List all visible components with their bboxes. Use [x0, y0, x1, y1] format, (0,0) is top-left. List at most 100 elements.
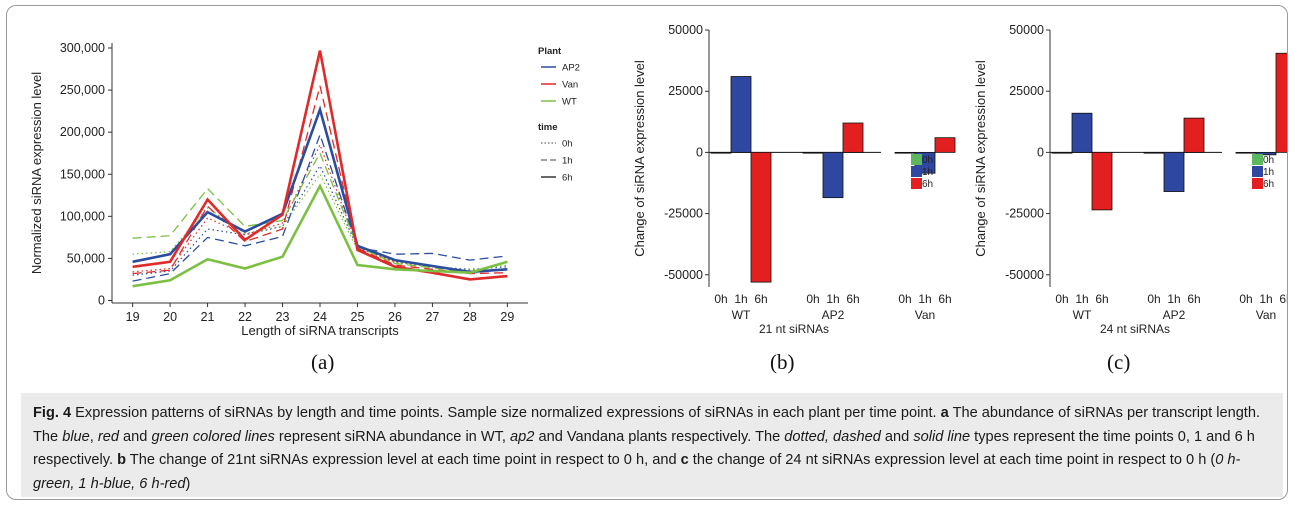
- bar-chart-c-legend-swatch-0h: [1252, 154, 1263, 165]
- bar-chart-b-bar-tick-label: 6h: [754, 292, 767, 306]
- bar-chart-b-bar-tick-label: 1h: [734, 292, 747, 306]
- line-chart-x-axis-label: Length of siRNA transcripts: [241, 323, 399, 338]
- bar-chart-c-group-label: WT: [1073, 308, 1092, 322]
- bar-chart-c-bar-ap2-6h: [1183, 117, 1205, 153]
- bar-chart-b-bar-tick-label: 1h: [826, 292, 839, 306]
- line-chart-x-tick-label: 22: [238, 310, 252, 324]
- bar-chart-b-legend-swatch-1h: [911, 166, 922, 177]
- bar-chart-b-bar-wt-6h: [750, 151, 772, 283]
- caption-text: types represent the time points 0, 1 and…: [33, 428, 1255, 469]
- series-line-ap2-1h: [132, 132, 508, 282]
- line-chart-x-tick-label: 25: [351, 310, 365, 324]
- bar-chart-c-bar-tick-label: 6h: [1187, 292, 1200, 306]
- bar-chart-b-legend-label: 0h: [922, 155, 933, 166]
- caption-text: ,: [89, 428, 98, 445]
- bar-chart-c-group-label: Van: [1256, 308, 1276, 322]
- bar-chart-b-bar-tick-label: 0h: [898, 292, 911, 306]
- bar-chart-c-bar-wt-0h: [1051, 151, 1073, 154]
- series-line-ap2-0h: [132, 164, 508, 276]
- bar-chart-c-bar-van-1h: [1255, 151, 1277, 156]
- legend-plant-title: Plant: [538, 46, 562, 57]
- bar-chart-c-legend-label: 6h: [1263, 179, 1274, 190]
- figure-caption: Fig. 4 Expression patterns of siRNAs by …: [21, 393, 1283, 497]
- caption-text: a: [940, 405, 949, 421]
- line-chart-y-tick-label: 250,000: [60, 83, 105, 97]
- bar-chart-b-bar-wt-0h: [710, 151, 732, 154]
- caption-text: ): [185, 475, 191, 492]
- bar-chart-b-bar-ap2-6h: [842, 122, 864, 153]
- bar-chart-b-y-tick-label: 0: [696, 145, 703, 159]
- caption-text: The abundance of siRNAs per transcript l…: [33, 405, 1261, 445]
- bar-chart-b-bar-ap2-0h: [802, 151, 824, 154]
- panel-label-a: (a): [311, 350, 335, 374]
- caption-text: green colored lines: [151, 428, 275, 445]
- bar-chart-b-group-label: AP2: [822, 308, 845, 322]
- bar-chart-b-legend-swatch-6h: [911, 178, 922, 189]
- bar-chart-c-y-tick-label: 0: [1037, 145, 1044, 159]
- line-chart-y-tick-label: 200,000: [60, 125, 105, 139]
- bar-chart-b-legend-swatch-0h: [911, 154, 922, 165]
- bar-chart-c-bar-tick-label: 1h: [1167, 292, 1180, 306]
- caption-text: Expression patterns of siRNAs by length …: [71, 405, 941, 421]
- caption-text: and: [880, 428, 914, 445]
- caption-text: and: [119, 428, 152, 445]
- bar-chart-b-bar-tick-label: 0h: [714, 292, 727, 306]
- bar-chart-b-bar-tick-label: 6h: [846, 292, 859, 306]
- panel-label-c: (c): [1107, 350, 1131, 374]
- line-chart-x-tick-label: 28: [463, 310, 477, 324]
- caption-text: The change of 21nt siRNAs expression lev…: [126, 452, 681, 469]
- bar-chart-c-legend-swatch-6h: [1252, 178, 1263, 189]
- line-chart-y-tick-label: 0: [98, 293, 105, 307]
- bar-chart-c-y-tick-label: -50000: [1005, 268, 1044, 282]
- bar-chart-c-y-axis-label: Change of siRNA expression level: [973, 60, 988, 257]
- line-chart-y-tick-label: 100,000: [60, 209, 105, 223]
- bar-chart-c-bar-van-0h: [1235, 151, 1257, 154]
- bar-chart-b-bar-wt-1h: [730, 76, 752, 153]
- bar-chart-c-x-axis-label: 24 nt siRNAs: [1100, 322, 1170, 336]
- line-chart-x-tick-label: 23: [276, 310, 290, 324]
- series-line-van-6h: [132, 50, 508, 281]
- legend-plant-label: WT: [562, 97, 577, 108]
- line-chart-x-tick-label: 26: [388, 310, 402, 324]
- bar-chart-c-bar-tick-label: 0h: [1055, 292, 1068, 306]
- bar-chart-c-bar-tick-label: 1h: [1259, 292, 1272, 306]
- bar-chart-b-y-tick-label: 25000: [668, 84, 703, 98]
- legend-time-title: time: [538, 122, 558, 133]
- caption-text: and Vandana plants respectively. The: [534, 428, 785, 445]
- bar-chart-c-legend-label: 0h: [1263, 155, 1274, 166]
- bar-chart-c-y-tick-label: -25000: [1005, 207, 1044, 221]
- bar-chart-c-bar-tick-label: 1h: [1075, 292, 1088, 306]
- legend-time-label: 1h: [562, 156, 573, 167]
- figure-charts: 0 50,000 100,000 150,000 200,000 250,000 300,0…: [29, 23, 1287, 338]
- line-chart-x-tick-label: 24: [313, 310, 327, 324]
- line-chart-y-tick-label: 150,000: [60, 167, 105, 181]
- bar-chart-c-bar-tick-label: 0h: [1239, 292, 1252, 306]
- series-line-wt-1h: [132, 151, 508, 274]
- bar-chart-c-bar-wt-1h: [1071, 112, 1093, 153]
- series-line-van-0h: [132, 143, 508, 273]
- bar-chart-b-legend-label: 1h: [922, 167, 933, 178]
- caption-text: ap2: [510, 428, 535, 445]
- bar-chart-c-group-label: AP2: [1163, 308, 1186, 322]
- bar-chart-b-y-tick-label: 50000: [668, 23, 703, 37]
- panel-label-b: (b): [770, 350, 795, 374]
- bar-chart-b-bar-ap2-1h: [822, 151, 844, 199]
- line-chart-y-tick-label: 50,000: [67, 251, 105, 265]
- bar-chart-b-x-axis-label: 21 nt siRNAs: [759, 322, 829, 336]
- bar-chart-b-bar-van-6h: [934, 137, 956, 153]
- bar-chart-c-legend-swatch-1h: [1252, 166, 1263, 177]
- legend-plant-label: Van: [562, 80, 578, 91]
- bar-chart-b-y-axis-label: Change of siRNA expression level: [632, 60, 647, 257]
- bar-chart-c-bar-van-6h: [1275, 52, 1287, 153]
- bar-chart-b-legend-label: 6h: [922, 179, 933, 190]
- legend-time-label: 0h: [562, 139, 573, 150]
- figure-frame: 0 50,000 100,000 150,000 200,000 250,000 300,0…: [6, 5, 1288, 500]
- bar-chart-b-bar-tick-label: 1h: [918, 292, 931, 306]
- caption-text: the change of 24 nt siRNAs expression le…: [688, 452, 1216, 469]
- line-chart-x-tick-label: 19: [126, 310, 140, 324]
- caption-text: represent siRNA abundance in WT,: [274, 428, 511, 445]
- line-chart-y-axis-label: Normalized siRNA expression level: [29, 72, 44, 274]
- legend-plant-label: AP2: [562, 63, 580, 74]
- bar-chart-c-bar-ap2-0h: [1143, 151, 1165, 154]
- caption-text: 0 h-green, 1 h-blue, 6 h-red: [33, 452, 1241, 492]
